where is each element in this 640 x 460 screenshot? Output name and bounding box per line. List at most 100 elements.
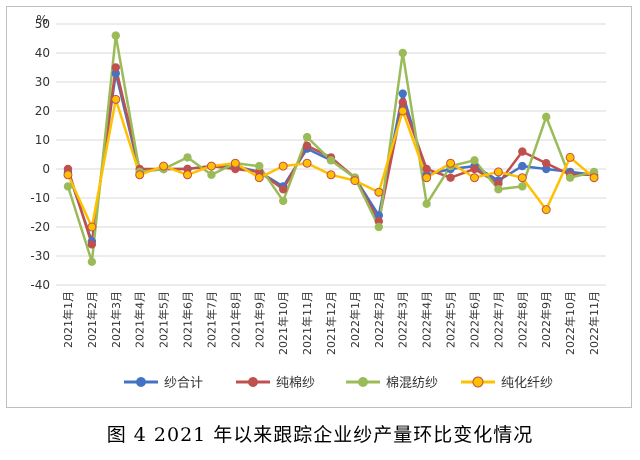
y-axis-label: % bbox=[36, 13, 47, 27]
legend-label: 纯棉纱 bbox=[276, 376, 315, 391]
x-tick-label: 2021年8月 bbox=[228, 291, 242, 348]
data-point bbox=[446, 158, 456, 168]
x-tick-label: 2021年10月 bbox=[276, 291, 290, 355]
x-tick-label: 2021年7月 bbox=[204, 291, 218, 348]
data-point bbox=[278, 196, 288, 206]
x-tick-label: 2021年4月 bbox=[133, 291, 147, 348]
y-tick-label: 10 bbox=[35, 133, 50, 147]
data-point bbox=[278, 185, 288, 194]
figure-caption: 图 4 2021 年以来跟踪企业纱产量环比变化情况 bbox=[106, 424, 534, 446]
x-tick-label: 2021年12月 bbox=[324, 291, 338, 355]
data-point bbox=[518, 161, 527, 171]
x-tick-label: 2022年9月 bbox=[539, 291, 553, 348]
data-point bbox=[207, 170, 216, 179]
line-chart: 50 40 30 20 10 0 -10 -20 -30 -40% 2021年1月 2021年2月 20… bbox=[30, 13, 606, 391]
data-point bbox=[493, 167, 503, 177]
data-point bbox=[374, 211, 384, 220]
data-point bbox=[254, 173, 264, 183]
data-point bbox=[326, 170, 336, 180]
data-point bbox=[470, 156, 479, 165]
data-point bbox=[326, 156, 336, 165]
y-tick-label: -30 bbox=[30, 249, 50, 263]
x-tick-label: 2021年1月 bbox=[61, 291, 75, 348]
y-tick-label: -40 bbox=[30, 278, 50, 292]
data-point bbox=[398, 48, 407, 58]
legend-label: 纯化纤纱 bbox=[501, 376, 553, 391]
data-point bbox=[87, 240, 97, 249]
legend-swatch-marker bbox=[472, 376, 484, 388]
data-point bbox=[565, 173, 575, 182]
legend-swatch-marker bbox=[248, 377, 258, 387]
x-tick-label: 2021年6月 bbox=[181, 291, 195, 348]
data-point bbox=[398, 106, 408, 116]
data-point bbox=[374, 217, 384, 226]
y-tick-label: -10 bbox=[30, 191, 50, 205]
data-point bbox=[111, 63, 120, 72]
chart-frame bbox=[6, 6, 632, 408]
data-point bbox=[589, 173, 599, 183]
data-point bbox=[469, 173, 479, 183]
x-tick-label: 2022年7月 bbox=[491, 291, 505, 348]
data-point bbox=[565, 152, 575, 162]
x-tick-label: 2021年2月 bbox=[85, 291, 99, 348]
data-point bbox=[541, 205, 551, 215]
data-point bbox=[542, 112, 551, 122]
data-point bbox=[398, 98, 407, 107]
x-tick-label: 2022年10月 bbox=[563, 291, 577, 355]
legend-label: 纱合计 bbox=[164, 376, 203, 391]
data-point bbox=[398, 89, 407, 98]
data-point bbox=[278, 161, 288, 171]
x-tick-label: 2021年3月 bbox=[109, 291, 123, 348]
legend-swatch-marker bbox=[358, 377, 368, 387]
series-line bbox=[66, 34, 595, 264]
data-point bbox=[63, 182, 73, 191]
x-tick-label: 2022年5月 bbox=[444, 291, 458, 348]
data-point bbox=[542, 159, 551, 168]
y-tick-label: 50 bbox=[35, 17, 50, 31]
data-point bbox=[302, 141, 312, 150]
x-tick-label: 2022年11月 bbox=[587, 291, 601, 355]
data-point bbox=[87, 257, 97, 266]
data-point bbox=[350, 176, 360, 186]
data-point bbox=[230, 158, 240, 168]
y-tick-label: 20 bbox=[35, 104, 50, 118]
data-point bbox=[255, 161, 264, 171]
data-point bbox=[517, 173, 527, 183]
data-point bbox=[183, 170, 193, 180]
data-point bbox=[302, 132, 312, 142]
x-tick-label: 2022年2月 bbox=[372, 291, 386, 348]
data-point bbox=[518, 182, 527, 191]
data-point bbox=[63, 170, 73, 180]
data-point bbox=[111, 31, 120, 40]
data-point bbox=[374, 222, 384, 232]
x-tick-label: 2022年1月 bbox=[348, 291, 362, 348]
data-point bbox=[518, 147, 527, 156]
x-tick-label: 2022年6月 bbox=[467, 291, 481, 348]
data-point bbox=[374, 187, 384, 197]
data-point bbox=[159, 161, 169, 171]
legend-label: 棉混纺纱 bbox=[386, 376, 438, 391]
x-tick-label: 2021年5月 bbox=[157, 291, 171, 348]
data-point bbox=[183, 153, 192, 162]
data-point bbox=[111, 69, 120, 78]
data-point bbox=[422, 199, 431, 208]
x-tick-label: 2021年11月 bbox=[300, 291, 314, 355]
data-point bbox=[446, 173, 455, 182]
data-point bbox=[470, 164, 479, 174]
data-point bbox=[494, 179, 503, 188]
x-tick-label: 2022年4月 bbox=[420, 291, 434, 348]
data-point bbox=[206, 161, 216, 171]
data-point bbox=[422, 173, 432, 183]
data-point bbox=[111, 94, 121, 104]
data-point bbox=[494, 185, 503, 194]
y-tick-label: -20 bbox=[30, 220, 50, 234]
x-tick-label: 2021年9月 bbox=[252, 291, 266, 348]
data-point bbox=[422, 164, 431, 174]
x-tick-label: 2022年8月 bbox=[515, 291, 529, 348]
data-point bbox=[542, 164, 551, 174]
y-tick-label: 30 bbox=[35, 75, 50, 89]
data-point bbox=[135, 170, 145, 180]
data-point bbox=[87, 222, 97, 232]
data-point bbox=[302, 158, 312, 168]
x-tick-label: 2022年3月 bbox=[396, 291, 410, 348]
